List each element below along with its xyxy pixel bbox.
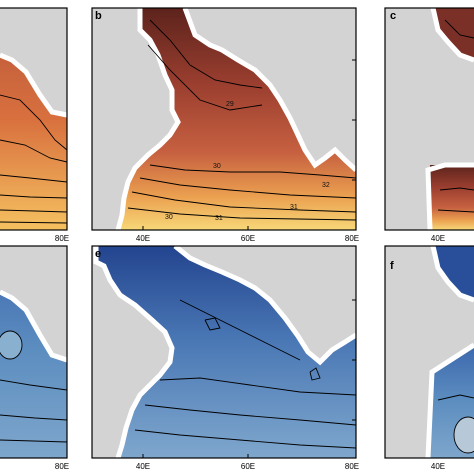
panel-a-contour [0, 209, 68, 213]
panel-b-tick-60e: 60E [241, 234, 255, 243]
panel-e-coastline-west [93, 246, 175, 459]
panel-b-contour-label: 31 [290, 204, 298, 211]
panel-e-contour [134, 429, 357, 449]
panel-e: e 40E 60E 80E [91, 244, 359, 471]
panel-e-contour [144, 404, 357, 426]
panel-f-ocean-north [433, 246, 474, 300]
panel-c-frame [384, 7, 474, 231]
panel-e-tick-80e: 80E [345, 462, 359, 471]
panel-e-tick-40e: 40E [136, 462, 150, 471]
panel-e-frame [91, 245, 357, 459]
panel-b-contour [131, 191, 357, 213]
panel-a-coastline [0, 52, 68, 118]
panel-b-tick-40e: 40E [136, 234, 150, 243]
panel-a-tick-80e: 80E [55, 234, 69, 243]
panel-e-land-east [175, 246, 356, 362]
panel-c-contour [437, 209, 474, 213]
panel-b-coastline-west [115, 8, 181, 231]
panel-c-ocean-north [433, 8, 474, 60]
panel-d-contour [0, 439, 68, 443]
panel-a-land [0, 8, 67, 115]
panel-b-coastline-east [182, 7, 358, 172]
panel-d-contour [0, 379, 68, 391]
panel-e-contour [179, 299, 301, 361]
panel-a-contour [0, 174, 68, 183]
panel-f-contour [437, 394, 474, 401]
panel-b-contour-label: 31 [215, 215, 223, 222]
panel-b-contour [149, 164, 357, 179]
panel-f-coastline [430, 245, 474, 303]
panel-b-contour-label: 30 [165, 214, 173, 221]
panel-f-contour [453, 416, 474, 454]
panel-c-contour [444, 19, 474, 39]
panel-b-contour-label: 29 [226, 101, 234, 108]
panel-d-coastline [0, 289, 68, 363]
panel-c-coastline [425, 162, 474, 231]
panel-b: 29 30 31 32 30 31 b 40E 60E 80E [91, 7, 359, 243]
panel-b-label: b [95, 10, 102, 22]
panel-b-contour-label: 32 [322, 182, 330, 189]
panel-f: f 40E [384, 245, 474, 471]
panel-c-contour [439, 187, 474, 191]
panel-c: c 40E [384, 7, 474, 243]
panel-c-label: c [390, 10, 396, 22]
panel-a-contour [0, 194, 68, 199]
panel-a-frame [0, 7, 68, 231]
panel-f-coastline [425, 342, 474, 459]
panel-a [0, 7, 68, 231]
panel-e-contour [309, 367, 321, 381]
panel-e-tick-60e: 60E [241, 462, 255, 471]
panel-b-contour [127, 207, 357, 221]
panel-c-ocean-south [428, 165, 474, 230]
panel-f-tick-40e: 40E [431, 462, 445, 471]
panel-f-label: f [390, 260, 394, 272]
panel-e-land-west [92, 246, 172, 458]
panel-d-land [0, 246, 67, 360]
panel-e-contour [204, 317, 221, 331]
panel-e-coastline-east [173, 244, 358, 366]
panel-d-contour [0, 330, 23, 360]
panel-b-land-west [92, 8, 178, 230]
panel-e-contour [159, 377, 357, 396]
panel-b-contour-label: 30 [213, 163, 221, 170]
panel-a-contour [0, 139, 68, 163]
panel-a-contour [0, 94, 68, 151]
panel-b-contour [149, 19, 263, 89]
axis-ticks [142, 59, 356, 458]
panel-e-label: e [95, 248, 101, 260]
panel-d-contour [0, 414, 68, 421]
panel-f-frame [384, 245, 474, 459]
panel-c-coastline [430, 7, 474, 63]
panel-b-land-east [185, 8, 356, 170]
panel-b-contour [147, 44, 263, 111]
panel-d: 80E [0, 245, 69, 471]
panel-c-tick-40e: 40E [431, 234, 445, 243]
panel-a-contour [0, 221, 68, 224]
panel-b-frame [91, 7, 357, 231]
panel-d-tick-80e: 80E [55, 462, 69, 471]
panel-b-contour [139, 177, 357, 199]
panel-b-tick-80e: 80E [345, 234, 359, 243]
panel-d-frame [0, 245, 68, 459]
